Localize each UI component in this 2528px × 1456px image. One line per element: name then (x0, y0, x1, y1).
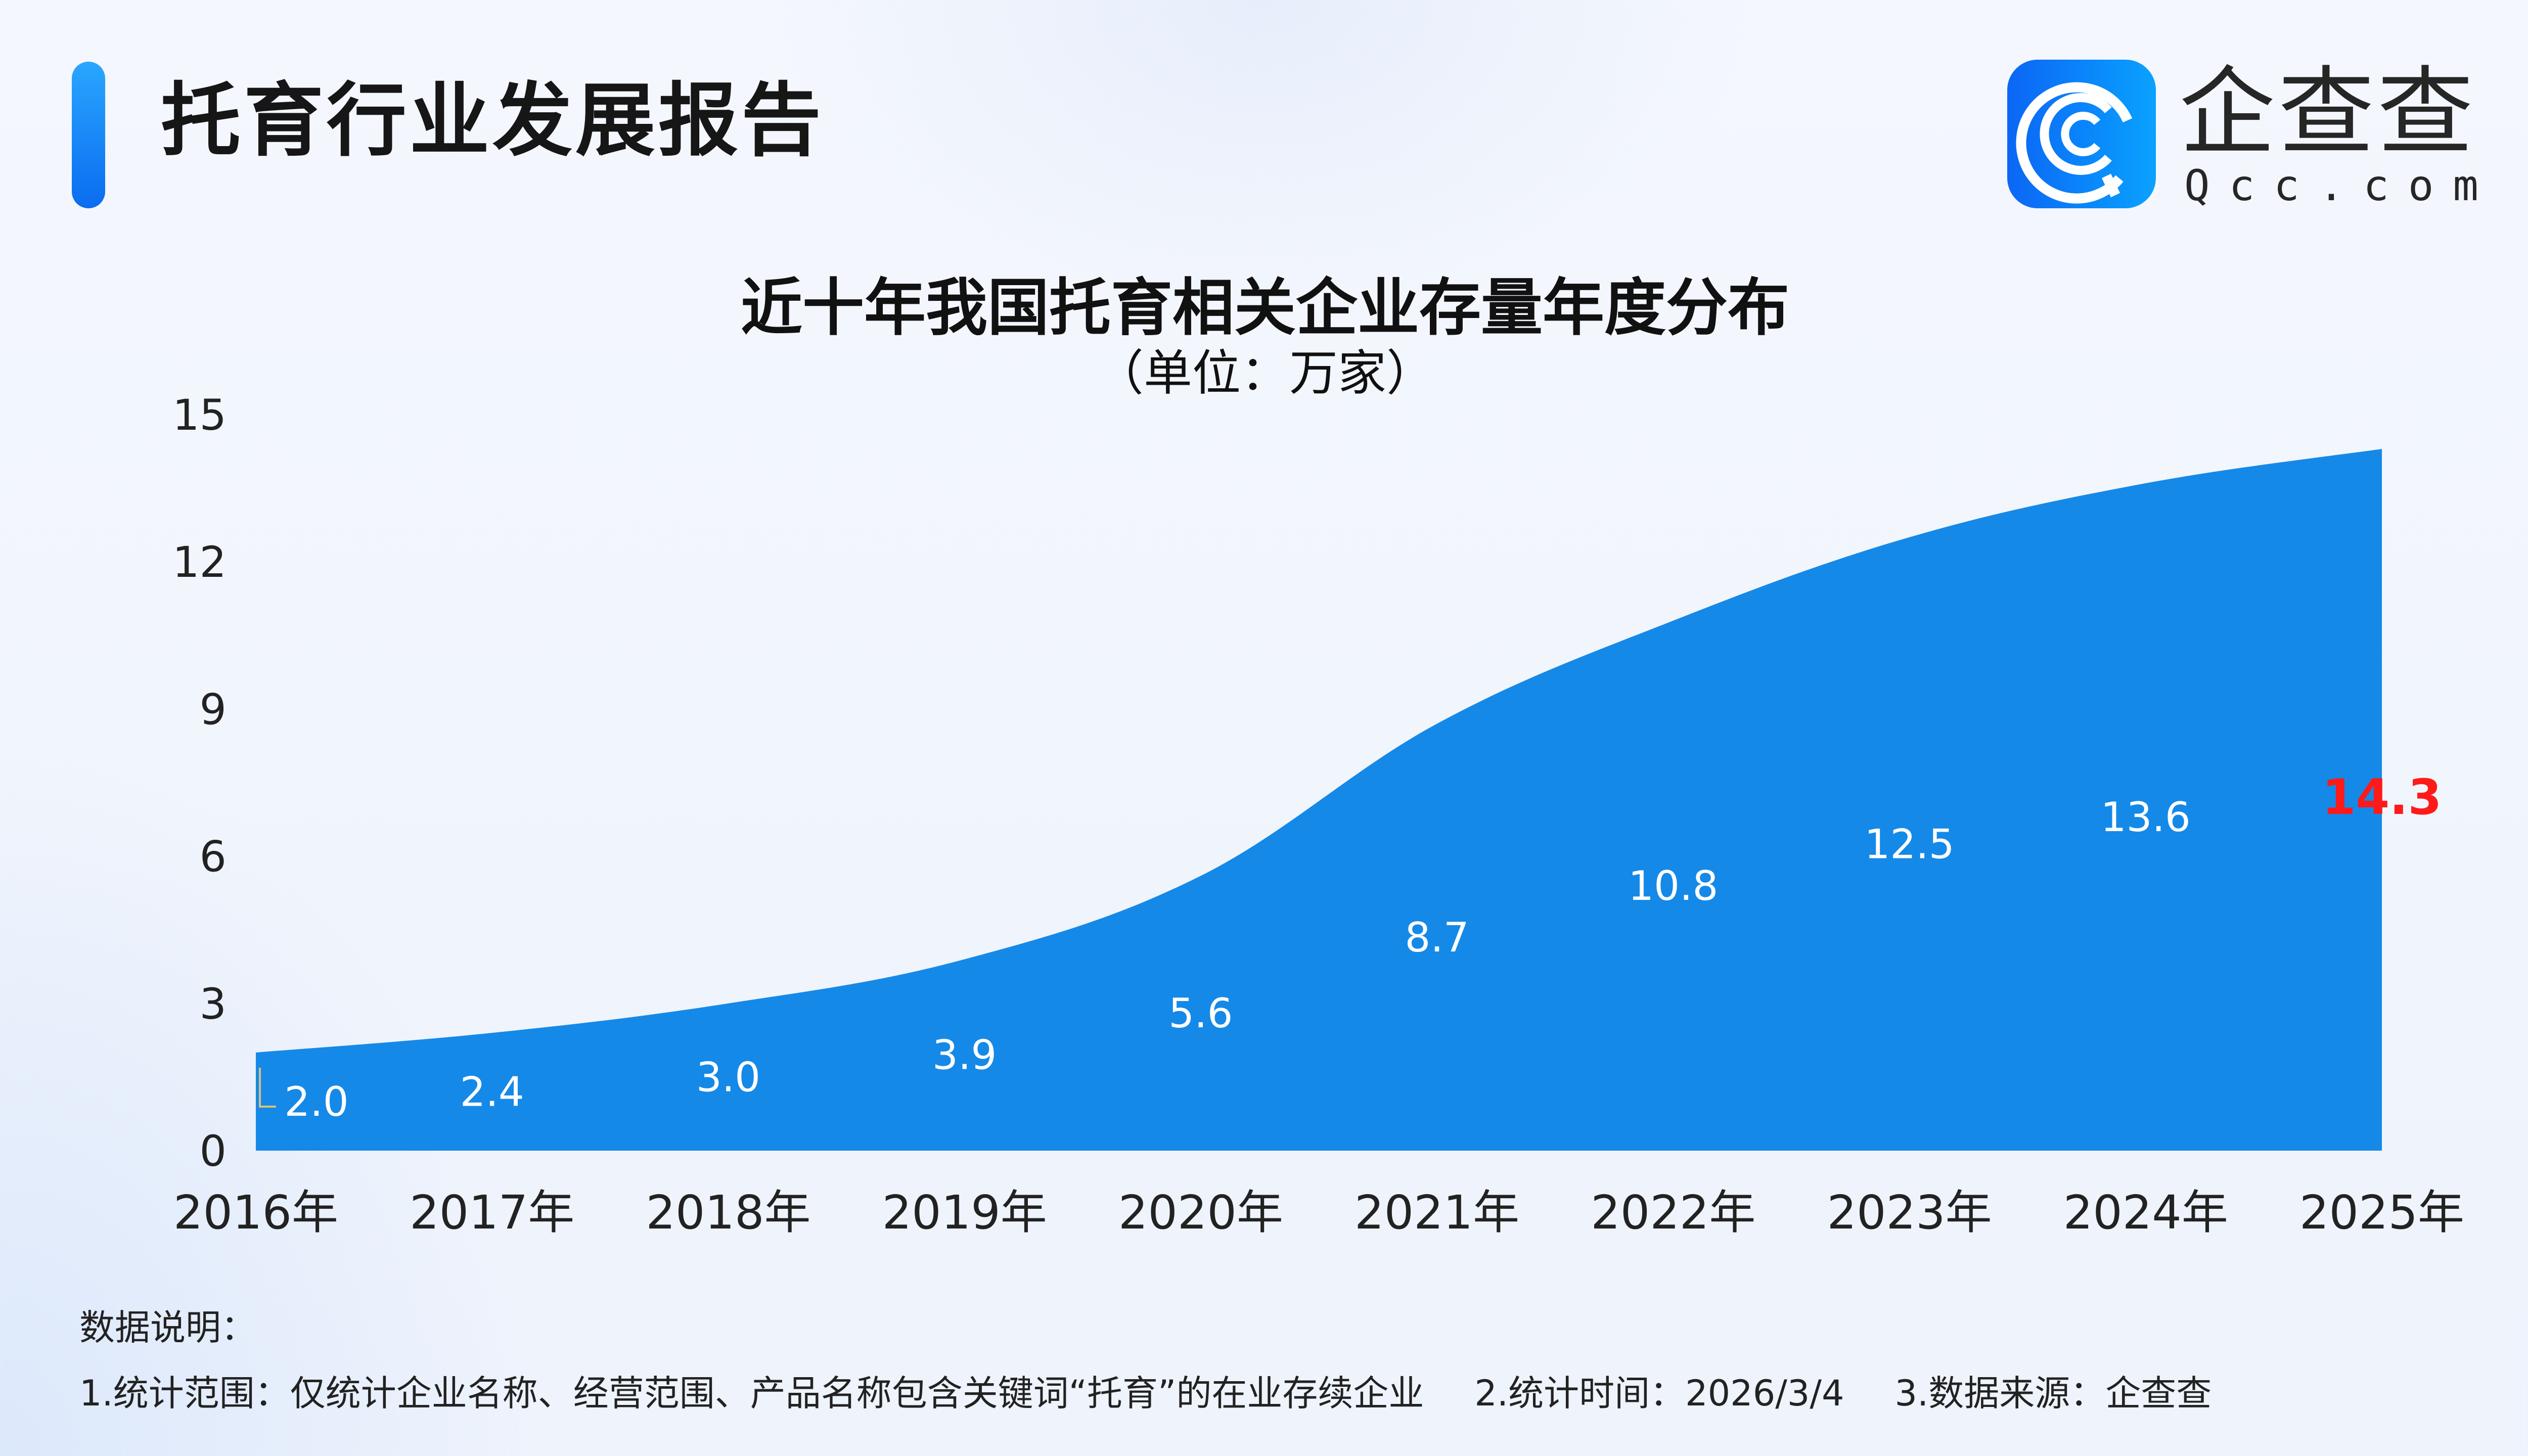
area-series (256, 448, 2382, 1151)
x-tick-label: 2022年 (1591, 1186, 1755, 1240)
x-tick-label: 2021年 (1355, 1186, 1519, 1240)
qcc-logo-icon (2007, 60, 2156, 208)
report-title: 托育行业发展报告 (161, 74, 824, 167)
data-label: 5.6 (1168, 990, 1233, 1037)
x-tick-label: 2017年 (410, 1186, 574, 1240)
x-tick-label: 2016年 (173, 1186, 338, 1240)
footer-note: 1.统计范围：仅统计企业名称、经营范围、产品名称包含关键词“托育”的在业存续企业 (79, 1373, 1424, 1414)
x-tick-label: 2018年 (646, 1186, 810, 1240)
footer-heading: 数据说明： (79, 1307, 256, 1348)
data-label: 14.3 (2322, 769, 2442, 826)
y-tick-label: 9 (200, 685, 227, 734)
x-tick-label: 2020年 (1118, 1186, 1283, 1240)
y-tick-label: 6 (200, 832, 227, 882)
y-tick-label: 12 (172, 537, 227, 587)
data-label: 12.5 (1864, 821, 1954, 868)
qcc-logo-cn-text: 企查查 (2179, 57, 2477, 168)
data-label: 3.0 (696, 1054, 760, 1101)
title-accent-bar (72, 62, 105, 208)
data-label: 3.9 (932, 1032, 997, 1079)
data-label-leader-line (259, 1067, 276, 1108)
data-label: 2.4 (460, 1069, 524, 1116)
y-tick-label: 15 (172, 390, 227, 440)
y-tick-label: 0 (200, 1126, 227, 1176)
x-tick-label: 2024年 (2063, 1186, 2228, 1240)
footer-notes: 1.统计范围：仅统计企业名称、经营范围、产品名称包含关键词“托育”的在业存续企业… (79, 1365, 2262, 1416)
qcc-logo-en-text: Qcc.com (2184, 161, 2498, 210)
data-label: 8.7 (1405, 914, 1469, 961)
chart-title: 近十年我国托育相关企业存量年度分布 (741, 272, 1789, 344)
data-label: 13.6 (2101, 794, 2191, 841)
chart-subtitle: （单位：万家） (1095, 345, 1435, 401)
data-label: 10.8 (1628, 862, 1718, 909)
x-tick-label: 2025年 (2299, 1186, 2464, 1240)
y-tick-label: 3 (200, 979, 227, 1029)
x-tick-label: 2019年 (882, 1186, 1047, 1240)
data-label: 2.0 (284, 1078, 348, 1125)
footer-note: 3.数据来源：企查查 (1894, 1373, 2212, 1414)
footer-note: 2.统计时间：2026/3/4 (1474, 1373, 1844, 1414)
x-tick-label: 2023年 (1827, 1186, 1992, 1240)
